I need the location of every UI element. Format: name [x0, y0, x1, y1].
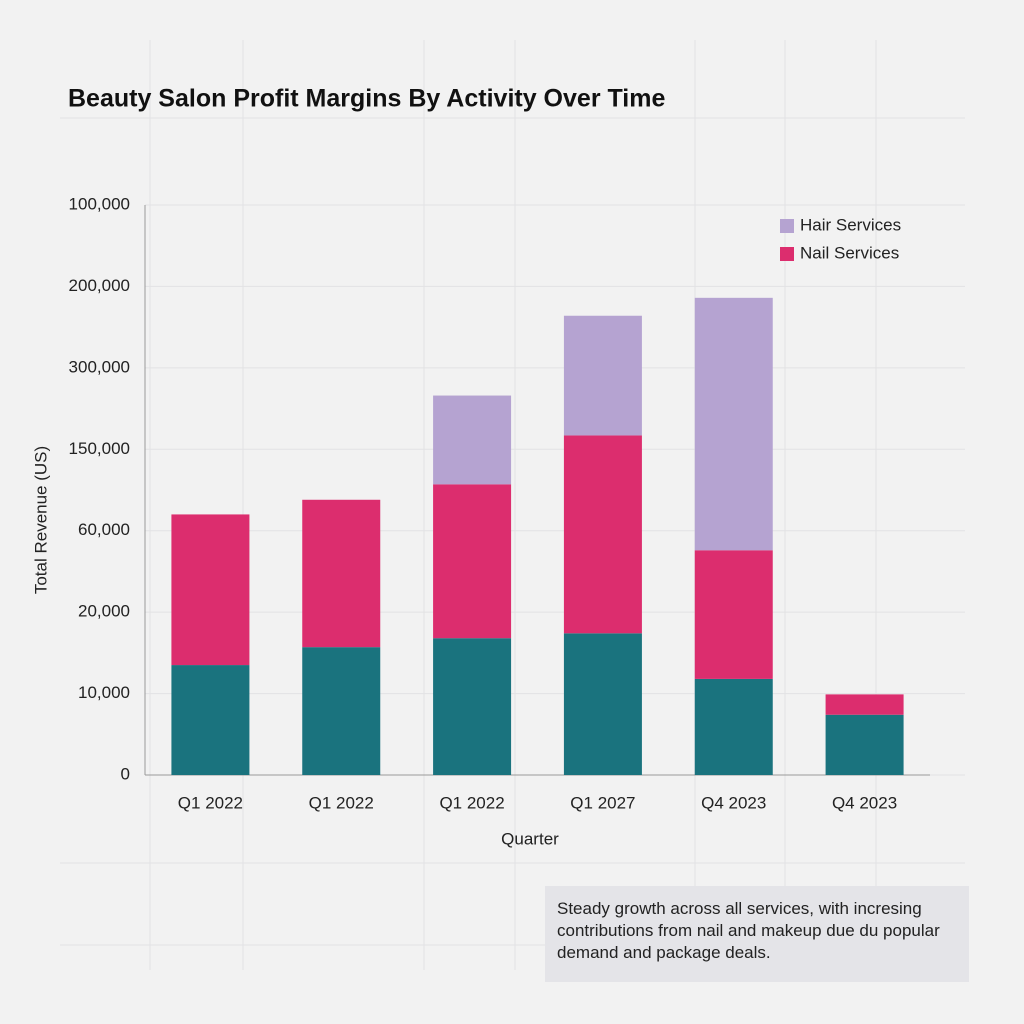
bar-segment: [302, 647, 381, 775]
bar-segment: [433, 395, 512, 485]
x-tick-label: Q4 2023: [701, 793, 766, 812]
y-tick-label: 20,000: [78, 602, 130, 621]
bar-segment: [825, 714, 904, 775]
bar-segment: [825, 694, 904, 715]
y-tick-label: 100,000: [69, 194, 130, 213]
bar-segment: [563, 435, 642, 634]
bar-segment: [171, 665, 250, 775]
bar-segment: [694, 297, 773, 551]
bar-segment: [694, 550, 773, 679]
y-tick-label: 200,000: [69, 276, 130, 295]
bar-segment: [563, 315, 642, 436]
legend-swatch: [780, 247, 794, 261]
x-tick-label: Q1 2022: [309, 793, 374, 812]
legend-label: Hair Services: [800, 215, 901, 234]
legend-label: Nail Services: [800, 243, 899, 262]
y-tick-label: 300,000: [69, 357, 130, 376]
y-tick-label: 150,000: [69, 439, 130, 458]
x-tick-label: Q1 2022: [178, 793, 243, 812]
x-axis-label: Quarter: [501, 829, 559, 848]
annotation: Steady growth across all services, with …: [545, 886, 969, 982]
y-tick-label: 10,000: [78, 683, 130, 702]
bar-segment: [302, 499, 381, 648]
chart-title: Beauty Salon Profit Margins By Activity …: [68, 85, 665, 113]
y-axis-label: Total Revenue (US): [31, 446, 50, 594]
x-tick-label: Q1 2022: [439, 793, 504, 812]
y-tick-label: 0: [121, 764, 130, 783]
y-tick-label: 60,000: [78, 520, 130, 539]
bar-segment: [171, 514, 250, 666]
legend-swatch: [780, 219, 794, 233]
bar-segment: [694, 678, 773, 775]
bar-segment: [433, 484, 512, 639]
x-tick-label: Q4 2023: [832, 793, 897, 812]
x-tick-label: Q1 2027: [570, 793, 635, 812]
bar-segment: [563, 633, 642, 775]
bar-segment: [433, 638, 512, 775]
